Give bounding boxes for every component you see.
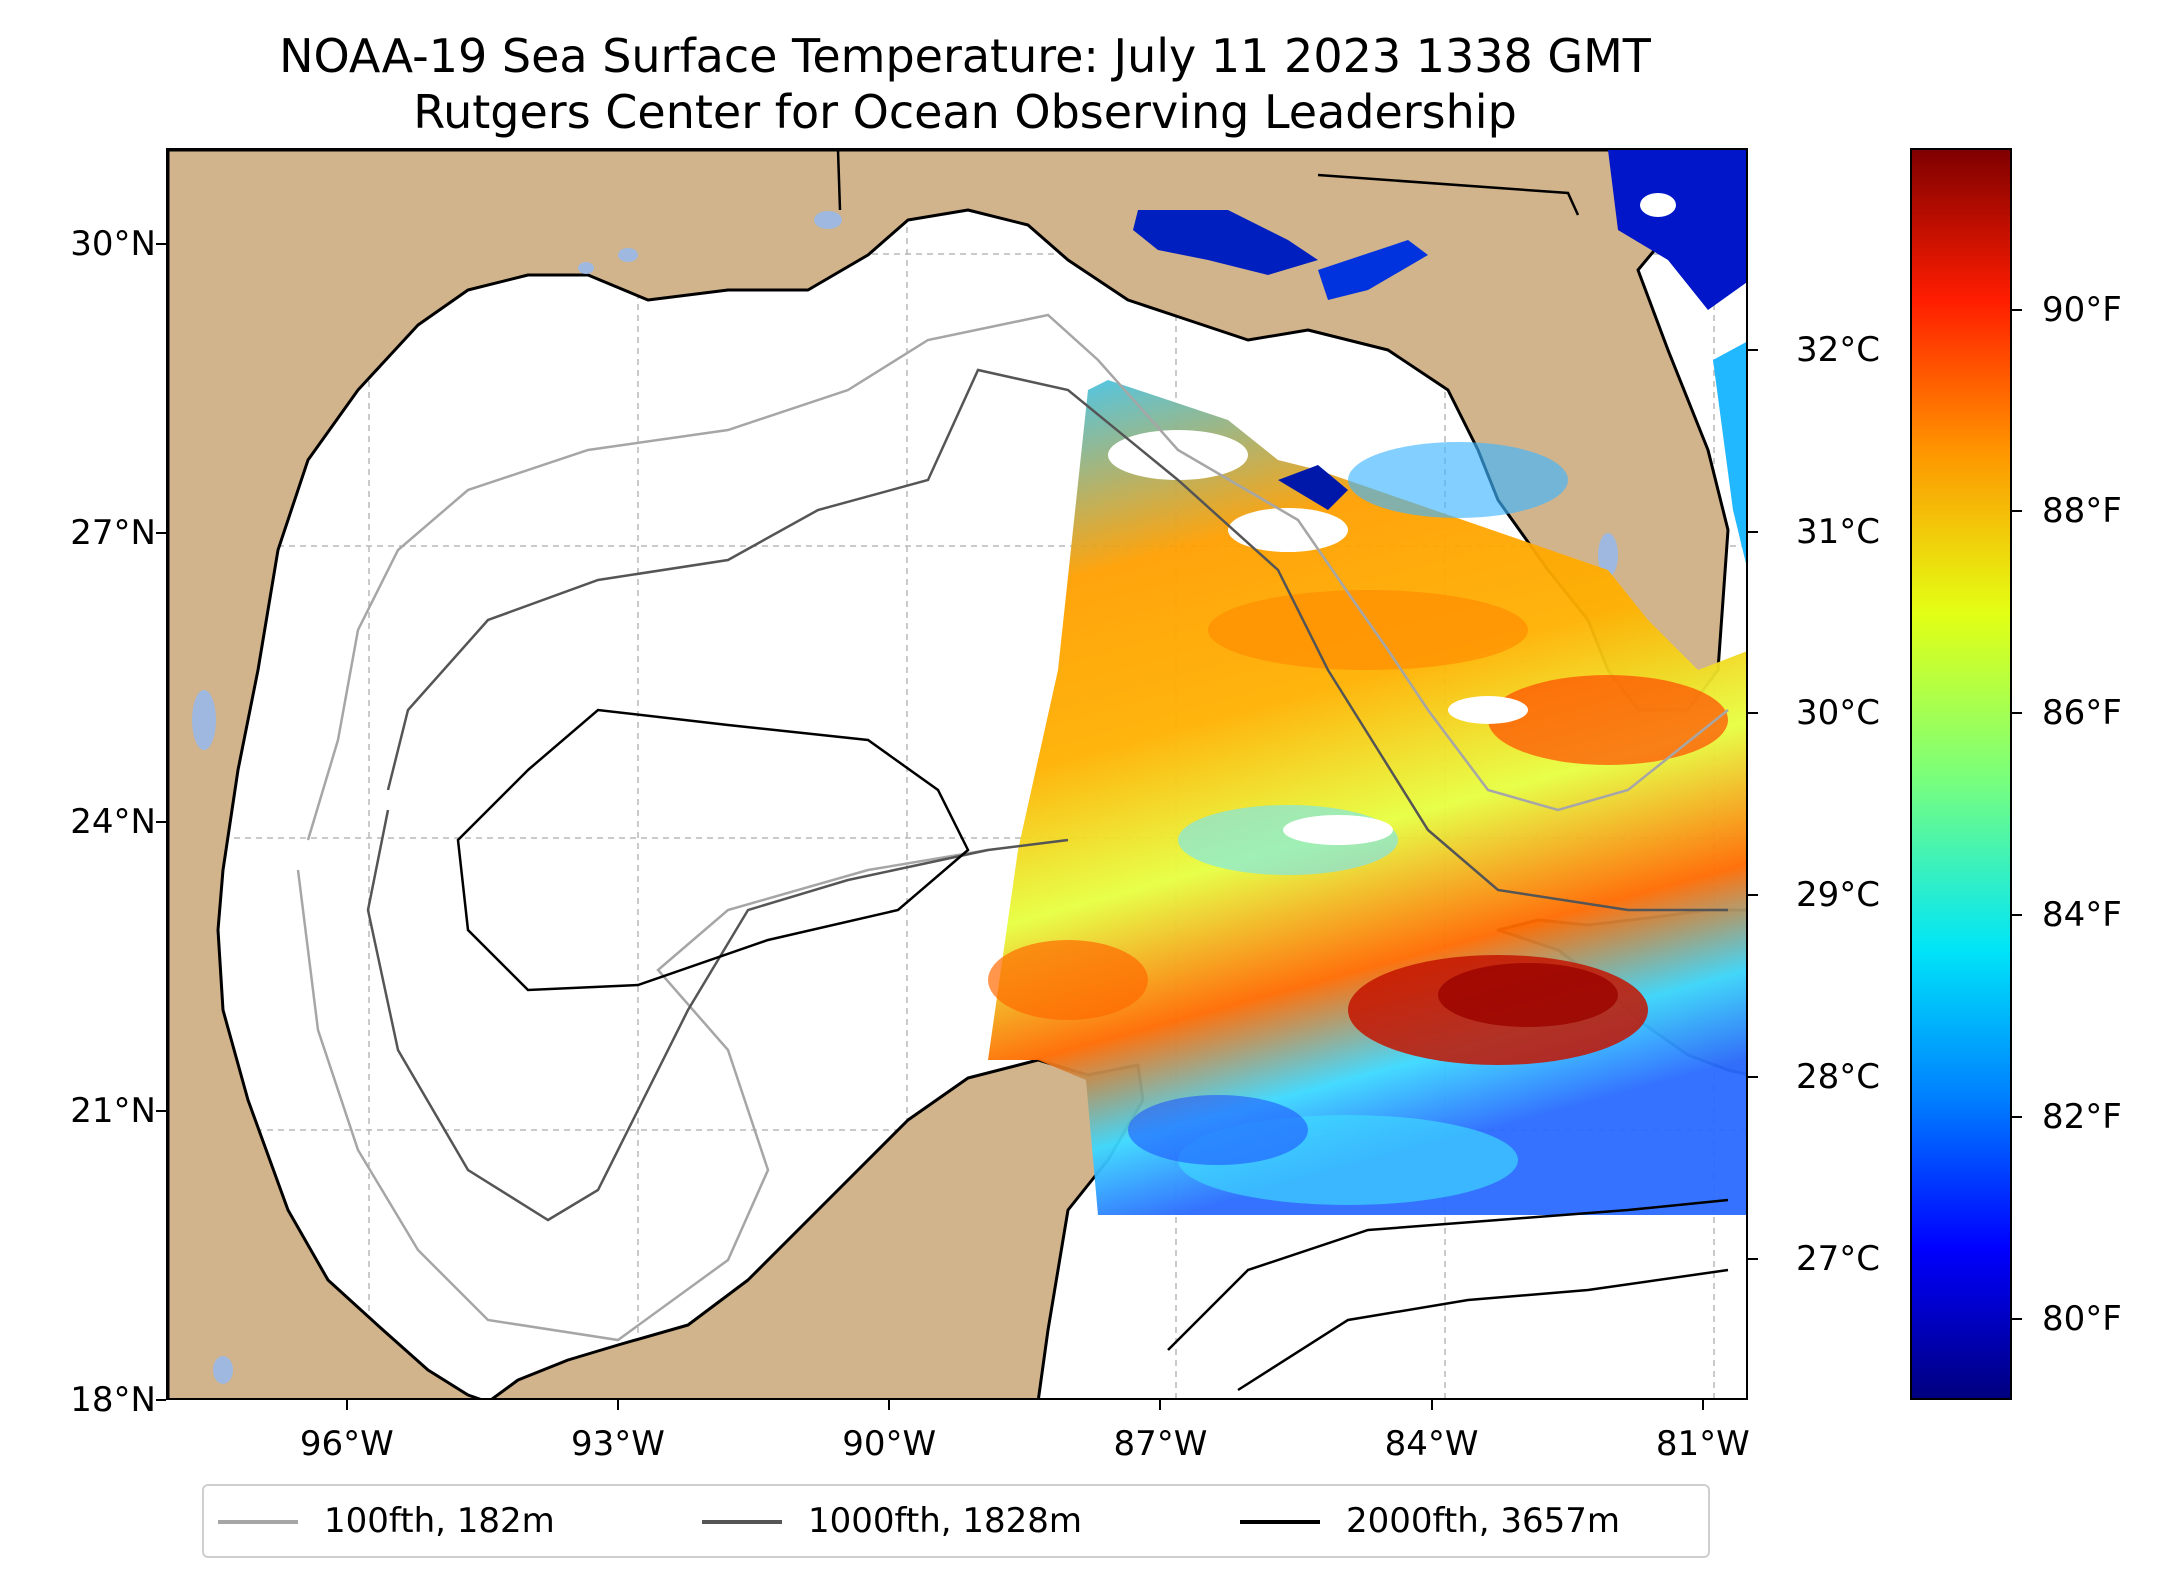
colorbar-f-label: 84°F	[2042, 895, 2122, 936]
colorbar-c-tick	[1748, 1257, 1758, 1260]
map-subtitle: Rutgers Center for Ocean Observing Leade…	[413, 85, 1517, 139]
colorbar-f-tick	[2012, 712, 2022, 715]
colorbar-c-tick	[1748, 894, 1758, 897]
map-canvas	[168, 150, 1746, 1398]
lon-label: 93°W	[571, 1424, 665, 1464]
bathymetry-1000fth	[366, 368, 1728, 1222]
lon-tick	[617, 1400, 619, 1410]
lon-label: 81°W	[1655, 1424, 1750, 1464]
lon-tick	[1701, 1400, 1704, 1410]
colorbar-c-tick	[1748, 712, 1758, 715]
bathymetry-2000fth	[456, 708, 1729, 1392]
colorbar-c-label: 32°C	[1795, 329, 1880, 370]
lat-tick	[156, 243, 166, 246]
colorbar-c-tick	[1748, 1075, 1758, 1078]
sst-north-patches	[1133, 150, 1746, 564]
colorbar-f-tick	[2012, 1318, 2022, 1321]
colorbar-f-label: 80°F	[2042, 1299, 2122, 1340]
lat-label: 30°N	[70, 224, 156, 265]
lon-tick	[345, 1400, 348, 1410]
lakes	[192, 211, 1618, 1384]
legend-line-2000fth	[1240, 1520, 1320, 1524]
lat-label: 27°N	[70, 513, 156, 554]
colorbar-f-tick	[2012, 1116, 2022, 1119]
lon-tick	[888, 1400, 891, 1410]
lon-label: 84°W	[1384, 1424, 1479, 1464]
colorbar-c-label: 29°C	[1795, 875, 1880, 916]
colorbar-f-label: 82°F	[2042, 1097, 2122, 1138]
colorbar-f-tick	[2012, 510, 2022, 513]
colorbar-f-label: 86°F	[2042, 693, 2122, 734]
colorbar-c-label: 27°C	[1795, 1238, 1880, 1279]
colorbar-c-tick	[1748, 348, 1758, 351]
borders	[836, 150, 1580, 216]
land-yucatan	[490, 1058, 1145, 1398]
lon-label: 90°W	[842, 1424, 937, 1464]
colorbar	[1910, 148, 2012, 1400]
colorbar-f-tick	[2012, 308, 2022, 311]
sst-swath	[988, 380, 1746, 1215]
lat-label: 18°N	[70, 1380, 156, 1420]
lon-label: 87°W	[1113, 1424, 1208, 1464]
lon-label: 96°W	[299, 1424, 394, 1464]
colorbar-c-label: 28°C	[1795, 1056, 1880, 1097]
legend: 100fth, 182m 1000fth, 1828m 2000fth, 365…	[202, 1484, 1710, 1558]
colorbar-f-label: 88°F	[2042, 491, 2122, 532]
legend-line-1000fth	[702, 1520, 782, 1524]
lat-tick	[156, 1110, 166, 1113]
colorbar-c-label: 30°C	[1795, 693, 1880, 734]
sst-map[interactable]	[166, 148, 1748, 1400]
legend-line-100fth	[218, 1520, 298, 1524]
legend-label-1000fth: 1000fth, 1828m	[808, 1501, 1083, 1541]
lat-label: 21°N	[70, 1091, 156, 1132]
lat-label: 24°N	[70, 802, 156, 843]
lon-tick	[1430, 1400, 1433, 1410]
colorbar-c-label: 31°C	[1795, 511, 1880, 552]
lon-tick	[1159, 1400, 1162, 1410]
legend-label-2000fth: 2000fth, 3657m	[1346, 1501, 1621, 1541]
bathymetry-100fth	[296, 313, 1729, 1342]
lat-tick	[156, 821, 166, 824]
lat-tick	[156, 532, 166, 535]
colorbar-c-tick	[1748, 530, 1758, 533]
colorbar-f-tick	[2012, 914, 2022, 917]
lat-tick	[156, 1399, 166, 1401]
colorbar-f-label: 90°F	[2042, 289, 2122, 330]
map-title: NOAA-19 Sea Surface Temperature: July 11…	[279, 29, 1651, 83]
legend-label-100fth: 100fth, 182m	[324, 1501, 555, 1541]
